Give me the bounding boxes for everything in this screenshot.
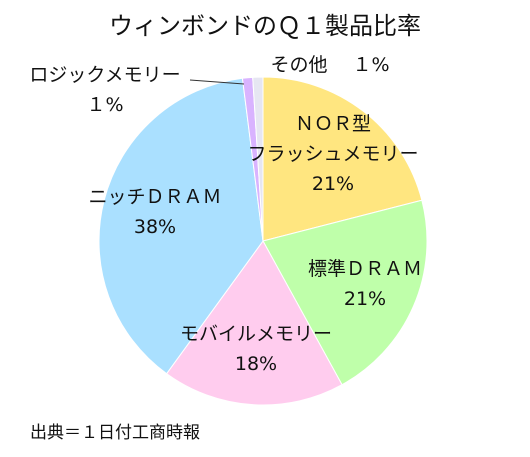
pie-slice-other <box>252 76 264 242</box>
pie-slices <box>98 76 428 406</box>
pie-labels: ＮＯＲ型フラッシュメモリー 21% 標準ＤＲＡＭ 21% モバイルメモリー 18% ニッチＤ… <box>29 54 422 375</box>
pie-slice-standard-dram <box>262 199 428 386</box>
slice-label-standard-dram: 標準ＤＲＡＭ 21% <box>308 258 422 310</box>
chart-title: ウィンボンドのＱ１製品比率 <box>109 12 421 40</box>
logic-memory-leader-line <box>189 79 245 85</box>
slice-label-other: その他 １% <box>270 54 389 76</box>
slice-label-logic-memory: ロジックメモリー１% <box>29 64 180 116</box>
slice-label-mobile-memory: モバイルメモリー 18% <box>180 323 332 375</box>
slice-label-nor-flash: ＮＯＲ型フラッシュメモリー 21% <box>247 113 418 195</box>
pie-slice-nor-flash <box>262 76 423 242</box>
slice-label-niche-dram: ニッチＤＲＡＭ 38% <box>88 186 221 238</box>
source-note: 出典＝１日付工商時報 <box>30 423 200 443</box>
pie-slice-niche-dram <box>98 77 264 375</box>
pie-slice-mobile-memory <box>165 240 343 406</box>
